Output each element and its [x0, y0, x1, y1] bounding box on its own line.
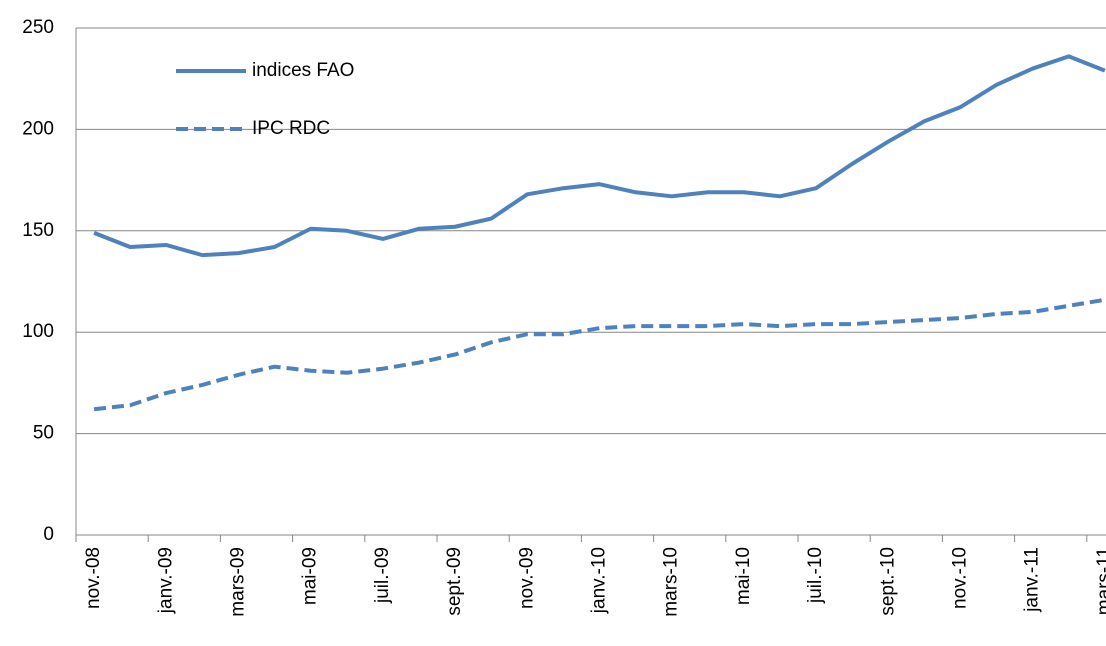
x-tick-label: nov.-09 — [516, 547, 537, 609]
y-tick-label: 150 — [22, 220, 54, 241]
legend-label: IPC RDC — [252, 118, 330, 139]
y-tick-label: 50 — [33, 423, 54, 444]
x-tick-label: juil.-10 — [805, 547, 826, 604]
x-tick-label: janv.-10 — [588, 547, 609, 614]
x-tick-label: janv.-11 — [1022, 547, 1043, 613]
x-tick-label: mars-10 — [661, 547, 682, 617]
legend-label: indices FAO — [252, 60, 354, 81]
x-tick-label: mars-11 — [1094, 547, 1106, 615]
y-tick-label: 200 — [22, 118, 54, 139]
x-tick-label: sept.-09 — [444, 547, 465, 616]
x-tick-label: nov.-10 — [949, 547, 970, 609]
x-tick-label: mai-09 — [300, 547, 321, 605]
line-series — [93, 297, 1106, 412]
y-tick-label: 0 — [43, 524, 54, 545]
x-tick-label: sept.-10 — [877, 547, 898, 616]
y-tick-label: 100 — [22, 321, 54, 342]
line-series — [93, 54, 1106, 258]
x-tick-label: mai-10 — [733, 547, 754, 605]
x-tick-label: nov.-08 — [83, 547, 104, 609]
x-tick-label: janv.-09 — [155, 547, 176, 614]
y-tick-label: 250 — [22, 17, 54, 38]
x-tick-label: mars-09 — [227, 547, 248, 617]
x-tick-label: juil.-09 — [372, 547, 393, 604]
